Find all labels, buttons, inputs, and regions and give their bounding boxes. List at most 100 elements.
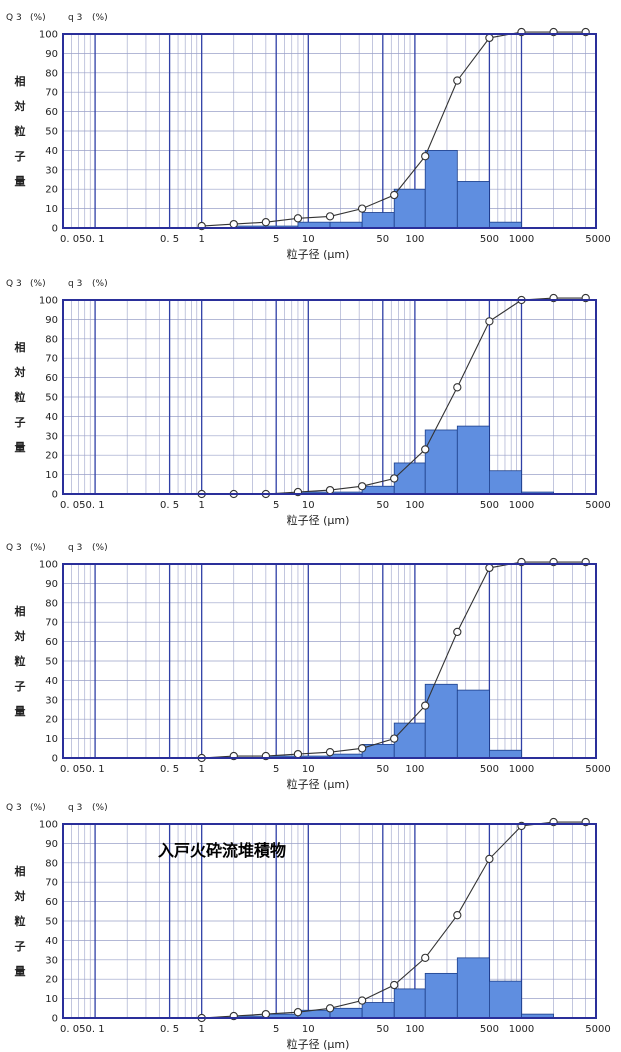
header-qd-unit: (%) xyxy=(92,543,108,553)
y-tick-label: 100 xyxy=(39,296,58,307)
histogram-bar xyxy=(456,689,490,759)
x-tick-label: 0. 05 xyxy=(60,500,85,511)
y-tick-label: 50 xyxy=(45,393,58,404)
cumulative-point xyxy=(485,563,494,573)
cumulative-point xyxy=(485,317,494,326)
y-tick-label: 20 xyxy=(45,715,58,726)
header-qd-label: q 3 xyxy=(68,13,82,23)
y-tick-label: 50 xyxy=(45,917,58,928)
y-tick-label: 90 xyxy=(45,49,58,60)
x-axis-label: 粒子径 (μm) xyxy=(287,777,350,791)
y-tick-label: 100 xyxy=(39,820,58,831)
x-tick-label: 10 xyxy=(302,764,315,775)
x-tick-label: 0. 1 xyxy=(86,234,105,245)
y-tick-label: 60 xyxy=(45,637,58,648)
x-tick-label: 100 xyxy=(405,764,424,775)
y-tick-label: 10 xyxy=(45,470,58,481)
cumulative-point xyxy=(485,33,494,43)
x-tick-label: 500 xyxy=(480,500,499,511)
header-qd-unit: (%) xyxy=(92,13,108,23)
histogram-bar xyxy=(424,683,458,759)
histogram-bar xyxy=(361,212,395,229)
x-tick-label: 500 xyxy=(480,764,499,775)
y-axis-label-char: 対 xyxy=(14,889,26,903)
x-tick-label: 10 xyxy=(302,234,315,245)
x-tick-label: 50 xyxy=(376,1024,389,1035)
histogram-bar xyxy=(424,149,458,229)
plot-frame xyxy=(62,33,597,229)
histogram-bar xyxy=(329,1007,363,1019)
y-axis-label-char: 対 xyxy=(14,365,26,379)
cumulative-point xyxy=(325,748,335,757)
cumulative-point xyxy=(390,474,399,483)
histogram-bar xyxy=(393,462,426,495)
cumulative-point xyxy=(325,1004,335,1013)
cumulative-point xyxy=(357,744,367,753)
plot-frame xyxy=(62,299,597,495)
header-q-unit: (%) xyxy=(30,803,46,813)
histogram-bar xyxy=(393,722,426,759)
x-tick-label: 0. 05 xyxy=(60,764,85,775)
y-tick-label: 80 xyxy=(45,334,58,345)
x-tick-label: 50 xyxy=(376,234,389,245)
histogram-bar xyxy=(393,188,426,229)
header-q-unit: (%) xyxy=(30,13,46,23)
header-qd-unit: (%) xyxy=(92,279,108,289)
cumulative-point xyxy=(390,980,399,990)
y-tick-label: 20 xyxy=(45,185,58,196)
y-axis-label-char: 量 xyxy=(15,705,26,718)
plot-frame xyxy=(62,823,597,1019)
cumulative-point xyxy=(421,953,430,963)
x-tick-label: 5 xyxy=(273,764,279,775)
y-axis-label-char: 相 xyxy=(15,864,26,878)
y-axis-label-char: 相 xyxy=(15,604,26,618)
x-tick-label: 5000 xyxy=(585,764,610,775)
x-tick-label: 5000 xyxy=(585,1024,610,1035)
major-gridlines xyxy=(94,300,523,494)
cumulative-point xyxy=(325,212,335,221)
cumulative-point xyxy=(453,627,462,637)
cumulative-point xyxy=(421,445,430,454)
header-q-label: Q 3 xyxy=(6,13,22,23)
cumulative-point xyxy=(357,204,367,213)
histogram-bar xyxy=(456,425,490,495)
x-tick-label: 1000 xyxy=(509,500,534,511)
y-tick-label: 100 xyxy=(39,560,58,571)
y-axis-label-char: 量 xyxy=(15,175,26,188)
x-tick-label: 500 xyxy=(480,1024,499,1035)
y-tick-label: 10 xyxy=(45,204,58,215)
cumulative-point xyxy=(293,1008,303,1017)
y-axis-label-char: 子 xyxy=(15,940,26,953)
cumulative-point xyxy=(325,485,335,495)
y-axis-label-char: 粒 xyxy=(15,390,26,404)
header-q-label: Q 3 xyxy=(6,803,22,813)
header-q-label: Q 3 xyxy=(6,543,22,553)
x-tick-label: 1000 xyxy=(509,1024,534,1035)
cumulative-point xyxy=(293,214,303,223)
cumulative-points xyxy=(197,293,590,499)
y-axis-label-char: 子 xyxy=(15,680,26,693)
cumulative-point xyxy=(261,218,271,227)
histogram-bar xyxy=(424,972,458,1019)
histogram-bar xyxy=(488,980,522,1019)
x-tick-label: 50 xyxy=(376,500,389,511)
y-tick-label: 0 xyxy=(52,754,58,765)
cumulative-point xyxy=(390,190,399,200)
y-axis-label-char: 粒 xyxy=(15,124,26,138)
y-tick-label: 0 xyxy=(52,224,58,235)
header-q-label: Q 3 xyxy=(6,279,22,289)
x-tick-label: 0. 1 xyxy=(86,764,105,775)
cumulative-point xyxy=(421,152,430,161)
y-tick-label: 10 xyxy=(45,994,58,1005)
y-axis-label-char: 相 xyxy=(15,74,26,88)
y-tick-label: 30 xyxy=(45,165,58,176)
cumulative-point xyxy=(357,996,367,1005)
cumulative-point xyxy=(229,219,238,229)
x-axis-label: 粒子径 (μm) xyxy=(287,247,350,261)
y-tick-label: 80 xyxy=(45,68,58,79)
x-tick-label: 500 xyxy=(480,234,499,245)
y-axis-label-char: 子 xyxy=(15,150,26,163)
